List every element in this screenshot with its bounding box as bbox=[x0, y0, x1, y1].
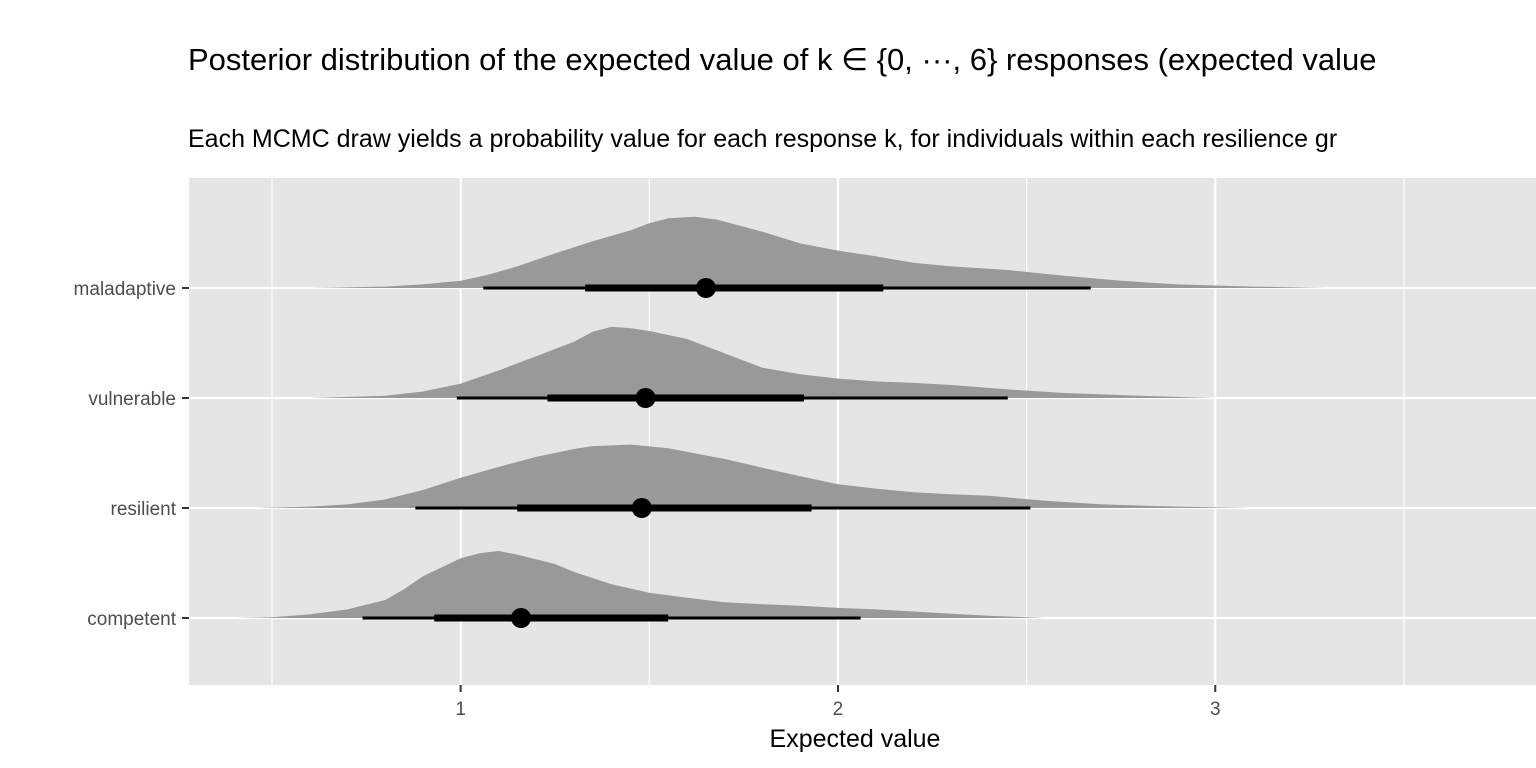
chart-title: Posterior distribution of the expected v… bbox=[188, 42, 1377, 77]
x-axis: 1 2 3 bbox=[455, 685, 1221, 720]
y-tick-label-competent: competent bbox=[87, 609, 176, 630]
densities bbox=[234, 216, 1329, 618]
intervals bbox=[362, 278, 1091, 628]
point-estimate-resilient bbox=[631, 498, 652, 518]
x-tick-label: 1 bbox=[455, 699, 466, 720]
y-tick-label-vulnerable: vulnerable bbox=[88, 389, 176, 410]
point-estimate-competent bbox=[511, 608, 532, 628]
chart-subtitle: Each MCMC draw yields a probability valu… bbox=[188, 125, 1338, 153]
y-tick-label-maladaptive: maladaptive bbox=[74, 279, 176, 300]
x-tick-label: 2 bbox=[833, 699, 844, 720]
point-estimate-vulnerable bbox=[635, 388, 656, 408]
density-competent bbox=[234, 551, 1046, 618]
x-axis-title: Expected value bbox=[770, 725, 941, 753]
density-maladaptive bbox=[309, 216, 1329, 288]
y-axis: maladaptive vulnerable resilient competent bbox=[74, 279, 189, 630]
y-tick-label-resilient: resilient bbox=[111, 499, 177, 520]
x-tick-label: 3 bbox=[1210, 699, 1221, 720]
density-resilient bbox=[253, 444, 1254, 508]
point-estimate-maladaptive bbox=[695, 278, 716, 298]
density-vulnerable bbox=[309, 326, 1216, 398]
